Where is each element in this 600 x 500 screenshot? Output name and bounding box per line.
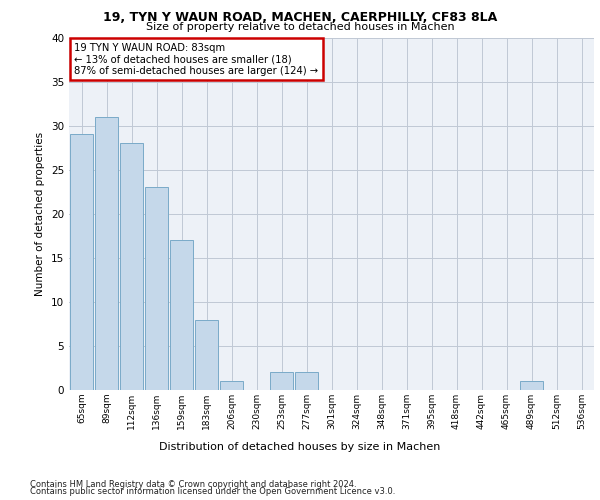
Text: 19 TYN Y WAUN ROAD: 83sqm
← 13% of detached houses are smaller (18)
87% of semi-: 19 TYN Y WAUN ROAD: 83sqm ← 13% of detac… (74, 43, 319, 76)
Bar (170, 240, 193, 390)
Text: 19, TYN Y WAUN ROAD, MACHEN, CAERPHILLY, CF83 8LA: 19, TYN Y WAUN ROAD, MACHEN, CAERPHILLY,… (103, 11, 497, 24)
Text: Contains public sector information licensed under the Open Government Licence v3: Contains public sector information licen… (30, 488, 395, 496)
Bar (520, 381, 543, 390)
Bar (120, 144, 143, 390)
Bar (145, 188, 168, 390)
Text: Size of property relative to detached houses in Machen: Size of property relative to detached ho… (146, 22, 454, 32)
Y-axis label: Number of detached properties: Number of detached properties (35, 132, 46, 296)
Bar (195, 320, 218, 390)
Bar (295, 372, 318, 390)
Text: Contains HM Land Registry data © Crown copyright and database right 2024.: Contains HM Land Registry data © Crown c… (30, 480, 356, 489)
Bar (270, 372, 293, 390)
Bar (220, 381, 243, 390)
Bar (70, 134, 93, 390)
Bar (95, 117, 118, 390)
Text: Distribution of detached houses by size in Machen: Distribution of detached houses by size … (160, 442, 440, 452)
